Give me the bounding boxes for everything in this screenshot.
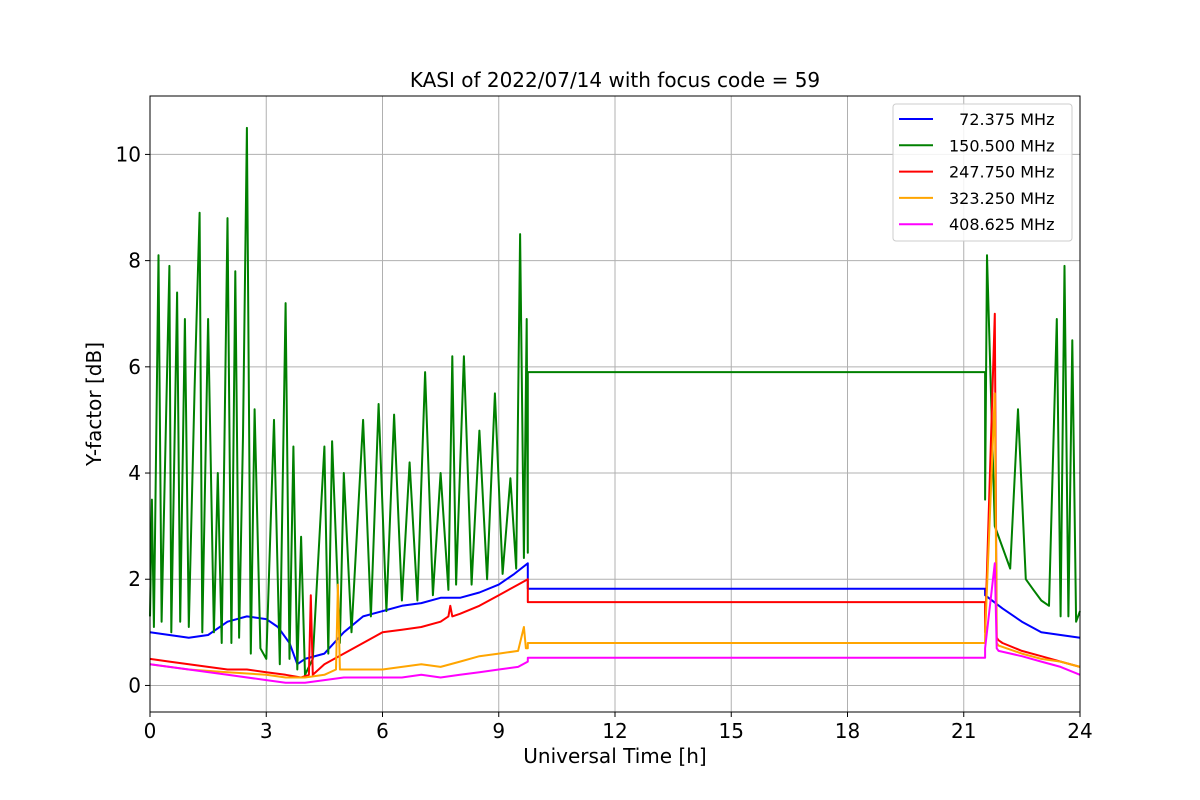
legend-label: 150.500 MHz <box>949 136 1054 155</box>
y-tick-label: 8 <box>128 249 141 273</box>
legend-label: 72.375 MHz <box>949 110 1054 129</box>
x-tick-label: 0 <box>144 719 157 743</box>
legend-label: 408.625 MHz <box>949 215 1054 234</box>
x-tick-label: 3 <box>260 719 273 743</box>
x-tick-label: 12 <box>602 719 627 743</box>
legend-label: 323.250 MHz <box>949 189 1054 208</box>
grid <box>149 96 1081 712</box>
x-tick-label: 6 <box>376 719 389 743</box>
x-tick-label: 18 <box>835 719 860 743</box>
legend-box <box>892 103 1073 242</box>
y-axis: 0 2 4 6 8 10 <box>116 142 150 697</box>
y-tick-label: 0 <box>128 673 141 697</box>
x-axis: 0 3 6 9 12 15 18 21 24 <box>144 712 1093 743</box>
x-tick-label: 9 <box>492 719 505 743</box>
x-tick-label: 15 <box>719 719 744 743</box>
y-tick-label: 4 <box>128 461 141 485</box>
x-tick-label: 21 <box>951 719 976 743</box>
y-tick-label: 10 <box>116 142 141 166</box>
chart-title: KASI of 2022/07/14 with focus code = 59 <box>410 68 820 92</box>
series-line-1 <box>149 126 1081 676</box>
x-tick-label: 24 <box>1067 719 1092 743</box>
y-tick-label: 6 <box>128 355 141 379</box>
x-axis-label: Universal Time [h] <box>523 744 706 768</box>
series-line-4 <box>149 562 1081 684</box>
plot-area <box>149 126 1081 684</box>
series-line-0 <box>149 562 1081 666</box>
legend-label: 247.750 MHz <box>949 163 1054 182</box>
y-axis-label: Y-factor [dB] <box>82 342 106 467</box>
legend: 72.375 MHz 150.500 MHz 247.750 MHz 323.250 … <box>892 103 1073 242</box>
y-tick-label: 2 <box>128 567 141 591</box>
